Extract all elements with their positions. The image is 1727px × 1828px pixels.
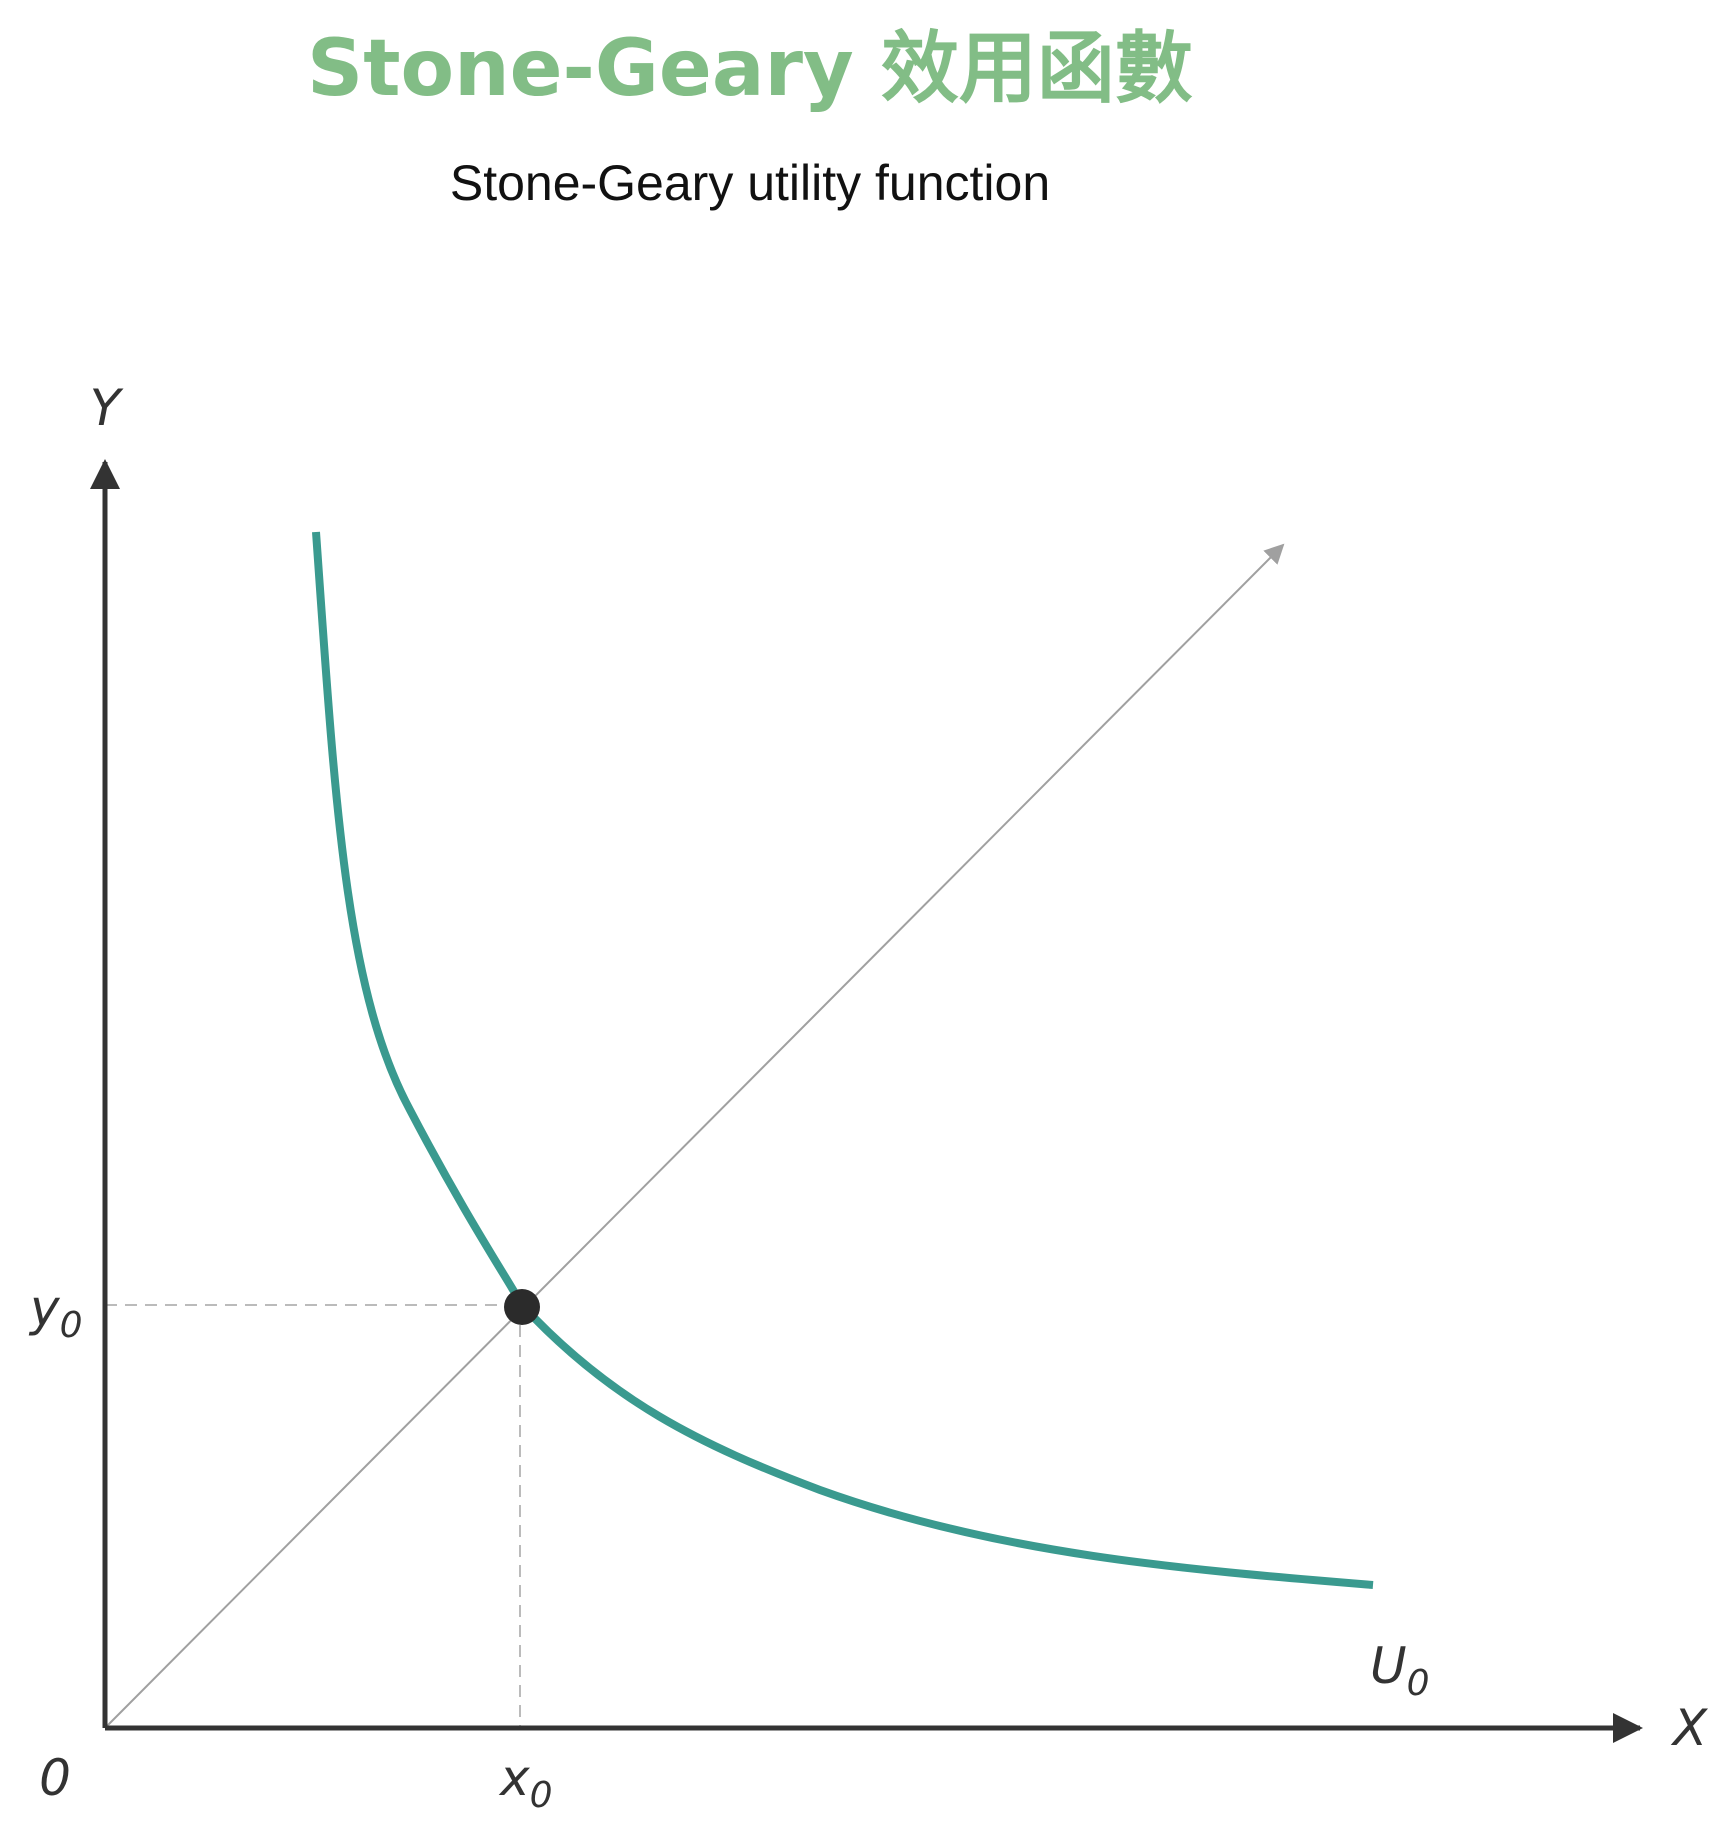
point-x0-y0 (504, 1289, 540, 1325)
y-axis-label: Y (90, 379, 124, 437)
origin-label: 0 (39, 1749, 71, 1807)
x-axis-label: X (1670, 1699, 1709, 1757)
x0-label: x0 (498, 1749, 553, 1816)
y0-label: y0 (28, 1279, 83, 1346)
subtitle: Stone-Geary utility function (450, 155, 1050, 211)
indifference-curve-u0 (312, 531, 1374, 1589)
title: Stone-Geary 效用函數 (307, 24, 1193, 114)
curve-label-u0: U0 (1370, 1637, 1430, 1704)
ray-from-origin (104, 543, 1285, 1729)
